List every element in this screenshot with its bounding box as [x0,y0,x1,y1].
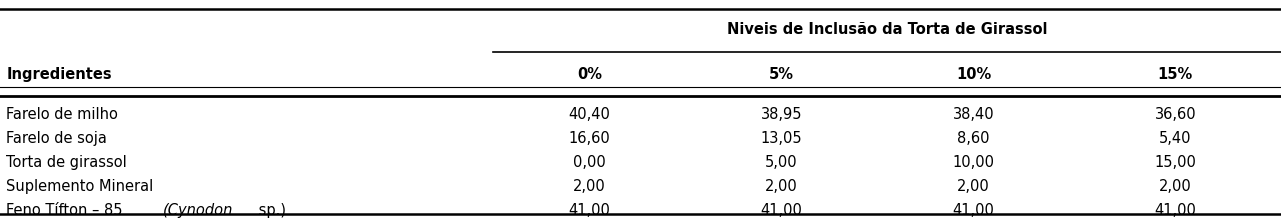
Text: 8,60: 8,60 [957,131,990,146]
Text: sp.): sp.) [254,203,286,218]
Text: 38,95: 38,95 [761,107,802,122]
Text: Farelo de milho: Farelo de milho [6,107,118,122]
Text: 36,60: 36,60 [1154,107,1196,122]
Text: Torta de girassol: Torta de girassol [6,155,127,170]
Text: 10%: 10% [956,67,991,82]
Text: 16,60: 16,60 [569,131,610,146]
Text: 0,00: 0,00 [573,155,606,170]
Text: 10,00: 10,00 [953,155,994,170]
Text: 38,40: 38,40 [953,107,994,122]
Text: 2,00: 2,00 [573,179,606,194]
Text: Niveis de Inclusão da Torta de Girassol: Niveis de Inclusão da Torta de Girassol [726,22,1048,37]
Text: 41,00: 41,00 [761,203,802,218]
Text: 2,00: 2,00 [1159,179,1191,194]
Text: 41,00: 41,00 [569,203,610,218]
Text: 5,00: 5,00 [765,155,798,170]
Text: Ingredientes: Ingredientes [6,67,111,82]
Text: (Cynodon: (Cynodon [163,203,233,218]
Text: 2,00: 2,00 [765,179,798,194]
Text: Feno Tífton – 85: Feno Tífton – 85 [6,203,128,218]
Text: 13,05: 13,05 [761,131,802,146]
Text: Suplemento Mineral: Suplemento Mineral [6,179,154,194]
Text: 2,00: 2,00 [957,179,990,194]
Text: 41,00: 41,00 [953,203,994,218]
Text: 5,40: 5,40 [1159,131,1191,146]
Text: 15,00: 15,00 [1154,155,1196,170]
Text: Farelo de soja: Farelo de soja [6,131,108,146]
Text: 5%: 5% [769,67,794,82]
Text: 15%: 15% [1158,67,1193,82]
Text: 40,40: 40,40 [569,107,610,122]
Text: 0%: 0% [576,67,602,82]
Text: 41,00: 41,00 [1154,203,1196,218]
